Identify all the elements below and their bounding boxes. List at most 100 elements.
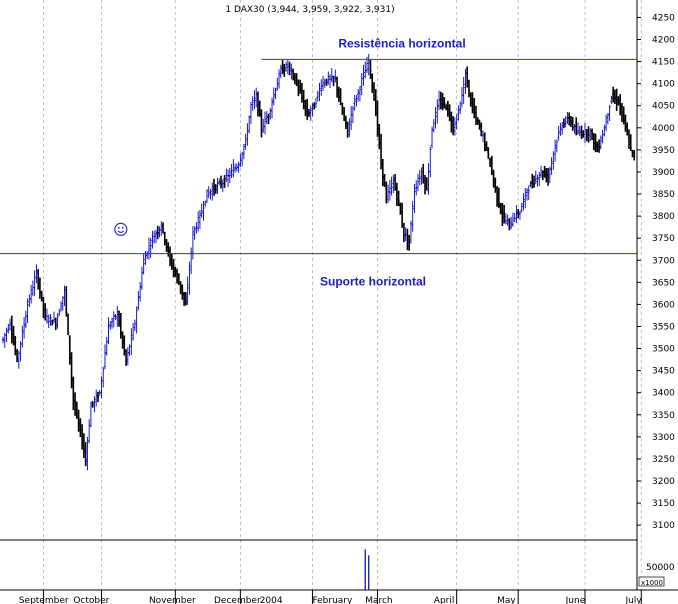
smiley-face: [114, 222, 128, 236]
ohlc-bar: [100, 376, 103, 399]
ohlc-bar: [485, 141, 488, 152]
ohlc-bar: [362, 64, 365, 86]
ohlc-bar: [65, 286, 68, 317]
ohlc-bar: [24, 310, 28, 329]
ohlc-bar: [453, 117, 457, 136]
ohlc-bar: [611, 86, 615, 103]
ohlc-bar: [575, 117, 578, 136]
ohlc-bar: [385, 181, 388, 204]
ohlc-bar: [515, 205, 518, 223]
ohlc-bar: [429, 146, 432, 178]
ohlc-bar: [68, 335, 72, 365]
price-tick-label: 3950: [652, 146, 675, 156]
ohlc-bar: [583, 122, 587, 144]
ohlc-bar: [128, 344, 131, 356]
ohlc-bar: [550, 157, 553, 175]
ohlc-bar: [524, 187, 527, 209]
ohlc-bar: [286, 59, 290, 75]
ohlc-bar: [232, 159, 235, 178]
ohlc-bar: [590, 128, 594, 141]
ohlc-bar: [564, 116, 567, 128]
ohlc-bar: [432, 119, 435, 133]
ohlc-bar: [439, 91, 443, 110]
ohlc-bar: [592, 133, 595, 151]
ohlc-bar: [72, 376, 75, 411]
ohlc-bar: [175, 268, 179, 284]
ohlc-bar: [501, 203, 504, 227]
ohlc-bar: [119, 313, 123, 339]
price-tick-label: 3800: [652, 212, 675, 222]
price-tick-label: 3550: [652, 322, 675, 332]
ohlc-bar: [497, 187, 501, 209]
ohlc-bar: [388, 179, 392, 201]
ohlc-bar: [202, 201, 205, 221]
ohlc-bar: [15, 348, 19, 363]
ohlc-bar: [353, 94, 356, 111]
ohlc-bar: [342, 107, 346, 122]
ohlc-bar: [562, 118, 566, 129]
ohlc-bar: [182, 291, 186, 306]
ohlc-bar: [117, 310, 121, 327]
ohlc-bar: [196, 211, 200, 232]
ohlc-bar: [436, 99, 439, 124]
price-tick-label: 3250: [652, 455, 675, 465]
ohlc-bar: [242, 144, 246, 160]
ohlc-bar: [606, 113, 610, 125]
ohlc-bar: [260, 109, 263, 138]
ohlc-bar: [77, 409, 80, 432]
ohlc-bar: [599, 135, 603, 150]
ohlc-bar: [79, 418, 82, 438]
price-tick-label: 3450: [652, 367, 675, 377]
ohlc-bar: [474, 105, 478, 125]
price-tick-label: 3400: [652, 389, 675, 399]
ohlc-bar: [481, 130, 485, 143]
ohlc-bar: [406, 228, 409, 251]
ohlc-bar: [576, 122, 580, 135]
ohlc-bar: [207, 186, 210, 199]
ohlc-bar: [167, 242, 170, 257]
ohlc-bar: [332, 75, 335, 87]
ohlc-bar: [460, 87, 464, 108]
ohlc-bar: [98, 389, 101, 396]
date-label: November: [149, 596, 196, 604]
ohlc-bar: [163, 231, 166, 246]
ohlc-bar: [395, 182, 399, 207]
ohlc-bar: [258, 100, 261, 117]
date-label: April: [434, 596, 455, 604]
ohlc-bar: [615, 88, 618, 111]
ohlc-bar: [627, 129, 631, 149]
ohlc-bar: [38, 277, 42, 299]
ohlc-bar: [427, 163, 430, 195]
ohlc-bar: [274, 87, 277, 100]
price-tick-label: 3200: [652, 477, 675, 487]
price-tick-label: 3700: [652, 256, 675, 266]
ohlc-bar: [546, 168, 550, 186]
ohlc-bar: [73, 392, 77, 416]
ohlc-bar: [277, 69, 281, 89]
ohlc-bar: [230, 163, 233, 179]
ohlc-bar: [297, 79, 300, 97]
ohlc-bar: [617, 96, 620, 106]
ohlc-bar: [624, 114, 627, 132]
date-label: June: [565, 596, 586, 604]
ohlc-bar: [209, 188, 212, 200]
ohlc-bar: [269, 107, 272, 120]
ohlc-bar: [26, 298, 29, 324]
ohlc-bar: [418, 169, 421, 186]
ohlc-bar: [476, 117, 479, 126]
ohlc-bar: [263, 111, 267, 135]
ohlc-bar: [451, 116, 455, 136]
ohlc-bar: [216, 177, 219, 194]
ohlc-bar: [413, 184, 416, 213]
ohlc-bar: [379, 133, 383, 170]
ohlc-bar: [339, 88, 342, 106]
price-tick-label: 4000: [652, 124, 675, 134]
ohlc-bar: [478, 119, 481, 130]
ohlc-bar: [109, 321, 112, 330]
ohlc-bar: [121, 331, 124, 349]
ohlc-bar: [585, 129, 588, 142]
ohlc-bar: [400, 202, 404, 228]
ohlc-bar: [293, 73, 297, 85]
ohlc-bar: [47, 314, 50, 329]
ohlc-bar: [29, 285, 33, 304]
